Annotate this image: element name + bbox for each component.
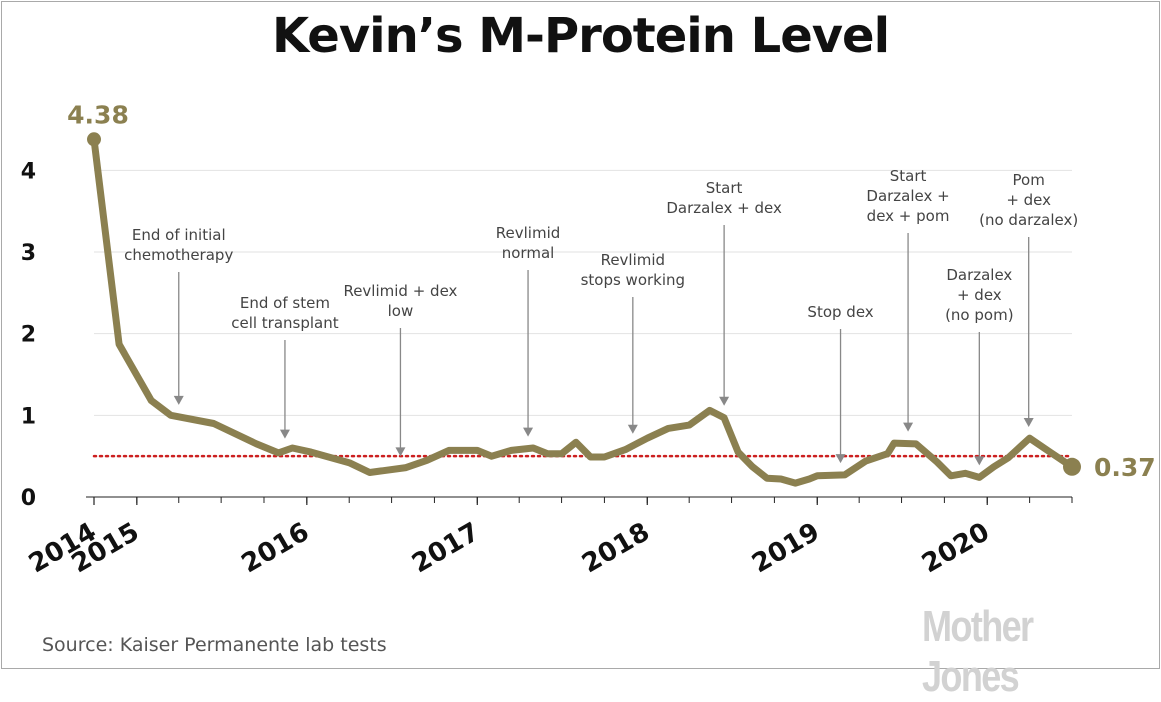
- annotation-arrow-head: [835, 454, 846, 464]
- y-tick-label: 0: [21, 486, 36, 511]
- annotation-arrow-head: [719, 396, 730, 406]
- annotation-text: End of stem: [240, 294, 330, 312]
- annotation-text: Revlimid + dex: [343, 282, 457, 300]
- annotation: Revlimid normal: [496, 224, 561, 437]
- annotation-text: Revlimid: [601, 251, 666, 269]
- annotation-text: Start: [706, 179, 743, 197]
- annotation-text: End of initial: [132, 226, 226, 244]
- annotation-text: (no pom): [945, 306, 1013, 324]
- annotation-text: + dex: [957, 286, 1002, 304]
- annotation-text: Revlimid: [496, 224, 561, 242]
- annotation-arrow-head: [1023, 418, 1034, 428]
- start-value-label: 4.38: [67, 100, 129, 129]
- x-tick-label: 2017: [407, 517, 485, 579]
- annotation: End of initial chemotherapy: [124, 226, 233, 405]
- x-tick-label: 2019: [747, 517, 825, 579]
- annotation-text: Darzalex +: [866, 187, 949, 205]
- annotation-text: stops working: [581, 271, 685, 289]
- m-protein-line: [90, 135, 1076, 487]
- start-point: [87, 132, 101, 147]
- annotation: End of stem cell transplant: [231, 294, 339, 439]
- annotation-arrow-head: [523, 427, 534, 437]
- y-axis: 0 1 2 3 4: [21, 159, 36, 511]
- annotation-text: Darzalex: [946, 266, 1012, 284]
- annotation-arrow-head: [903, 422, 914, 432]
- annotations: End of initial chemotherapy End of stem cel…: [124, 167, 1078, 466]
- annotation-arrow-head: [279, 429, 290, 439]
- annotation: Revlimid + dex low: [343, 282, 458, 457]
- y-tick-label: 3: [21, 241, 36, 266]
- annotation-text: Darzalex + dex: [666, 199, 782, 217]
- annotation-text: low: [388, 302, 414, 320]
- annotation-text: + dex: [1006, 191, 1051, 209]
- x-tick-label: 2018: [577, 517, 655, 579]
- end-point: [1063, 457, 1081, 476]
- brand-logo: Mother Jones: [922, 602, 1034, 701]
- y-tick-label: 4: [21, 159, 36, 184]
- annotation-text: dex + pom: [867, 207, 950, 225]
- end-value-label: 0.37: [1094, 453, 1156, 482]
- annotation: Start Darzalex + dex: [666, 179, 782, 406]
- annotation-text: Start: [890, 167, 927, 185]
- x-tick-label: 2016: [237, 517, 315, 579]
- annotation-arrow-head: [974, 456, 985, 466]
- source-note: Source: Kaiser Permanente lab tests: [42, 634, 387, 656]
- annotation-text: (no darzalex): [979, 211, 1078, 229]
- x-tick-label: 2020: [917, 517, 995, 579]
- annotation-text: Stop dex: [807, 303, 873, 321]
- y-tick-label: 1: [21, 404, 36, 429]
- annotation: Revlimid stops working: [581, 251, 685, 434]
- annotation-text: cell transplant: [231, 314, 339, 332]
- chart-title: Kevin’s M-Protein Level: [271, 8, 890, 64]
- annotation-text: Pom: [1013, 171, 1045, 189]
- annotation: Pom + dex (no darzalex): [979, 171, 1078, 428]
- annotation-arrow-head: [627, 424, 638, 434]
- annotation-text: normal: [502, 244, 555, 262]
- annotation-arrow-head: [173, 395, 184, 405]
- chart-frame: [1, 1, 1160, 669]
- annotation: Start Darzalex + dex + pom: [866, 167, 950, 432]
- annotation-text: chemotherapy: [124, 246, 233, 264]
- grid-lines: [94, 169, 1072, 416]
- annotation: Darzalex + dex (no pom): [945, 266, 1014, 466]
- series-group: [87, 132, 1081, 487]
- annotation-arrow-head: [395, 447, 406, 457]
- point-labels: 4.38 0.37: [67, 100, 1156, 481]
- y-tick-label: 2: [21, 323, 36, 348]
- annotation: Stop dex: [807, 303, 874, 464]
